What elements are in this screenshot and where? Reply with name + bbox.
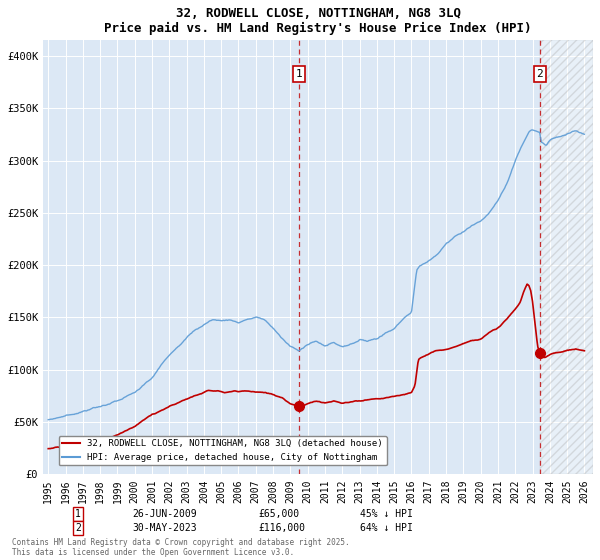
Text: 45% ↓ HPI: 45% ↓ HPI — [360, 509, 413, 519]
Text: 2: 2 — [536, 69, 543, 79]
Text: 2: 2 — [75, 523, 81, 533]
Text: 64% ↓ HPI: 64% ↓ HPI — [360, 523, 413, 533]
Bar — [540, 40, 593, 474]
Legend: 32, RODWELL CLOSE, NOTTINGHAM, NG8 3LQ (detached house), HPI: Average price, det: 32, RODWELL CLOSE, NOTTINGHAM, NG8 3LQ (… — [59, 436, 386, 465]
Text: 1: 1 — [75, 509, 81, 519]
Text: 1: 1 — [295, 69, 302, 79]
Text: Contains HM Land Registry data © Crown copyright and database right 2025.
This d: Contains HM Land Registry data © Crown c… — [12, 538, 350, 557]
Text: 30-MAY-2023: 30-MAY-2023 — [132, 523, 197, 533]
Text: £65,000: £65,000 — [258, 509, 299, 519]
Text: 26-JUN-2009: 26-JUN-2009 — [132, 509, 197, 519]
Text: £116,000: £116,000 — [258, 523, 305, 533]
Title: 32, RODWELL CLOSE, NOTTINGHAM, NG8 3LQ
Price paid vs. HM Land Registry's House P: 32, RODWELL CLOSE, NOTTINGHAM, NG8 3LQ P… — [104, 7, 532, 35]
